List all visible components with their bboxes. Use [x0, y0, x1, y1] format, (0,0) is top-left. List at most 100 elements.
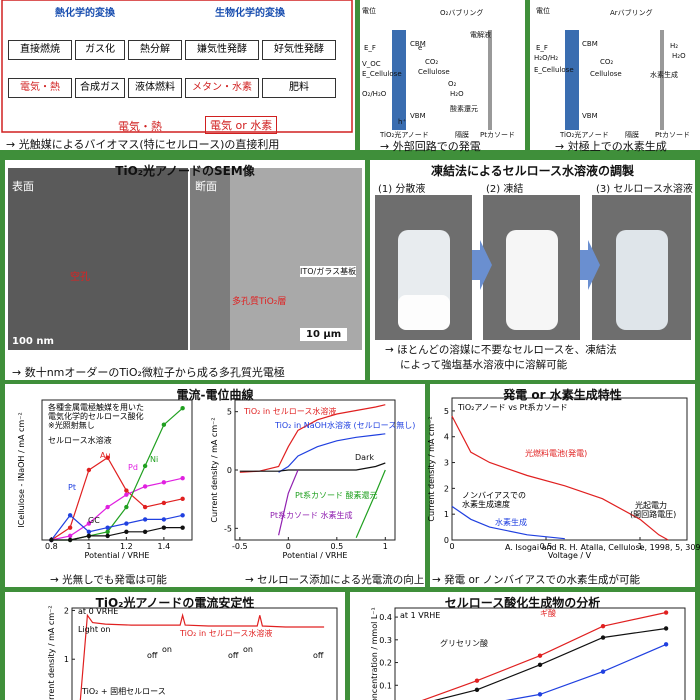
- point: [142, 484, 148, 489]
- diagram-label: E_F: [364, 44, 376, 52]
- x-tick-label: 1: [383, 542, 388, 551]
- section-title: 電流-電位曲線: [176, 388, 254, 402]
- step-label: (3) セルロース水溶液: [596, 184, 693, 195]
- point: [142, 529, 148, 534]
- caption: によって強塩基水溶液中に溶解可能: [400, 359, 568, 371]
- y-tick-label: 0.1: [379, 681, 392, 690]
- point: [600, 669, 606, 674]
- point: [663, 610, 669, 615]
- series-label: Au: [100, 451, 111, 460]
- annotation: off: [313, 651, 324, 660]
- point: [67, 533, 73, 539]
- plot-frame: [41, 399, 193, 541]
- diagram-label: TiO₂光アノード: [560, 131, 609, 139]
- section-title: 発電 or 水素生成特性: [503, 388, 622, 402]
- annotation: TiO₂アノード vs Pt系カソード: [457, 402, 568, 412]
- panel-cell1: [360, 0, 525, 150]
- flow-box: 嫌気性発酵: [185, 40, 259, 60]
- panel-flow: [0, 0, 355, 150]
- flow-box: 直接燃焼: [8, 40, 72, 60]
- diagram-label: 隔膜: [625, 131, 639, 139]
- x-axis-label: Voltage / V: [548, 551, 592, 560]
- y-tick-label: 1: [64, 655, 69, 664]
- annotation: Light on: [78, 625, 110, 634]
- diagram-label: Cellulose: [590, 70, 622, 78]
- diagram-label: Ptカソード: [655, 131, 690, 139]
- point: [105, 533, 110, 539]
- annotation: セルロース水溶液: [48, 435, 112, 445]
- y-tick-label: -5: [224, 524, 232, 533]
- x-axis-label: Potential / VRHE: [85, 551, 150, 560]
- panel-iv: [5, 384, 425, 587]
- image-label: 多孔質TiO₂層: [232, 297, 287, 307]
- series-line: [51, 527, 183, 541]
- series-label: Dark: [355, 453, 374, 462]
- y-tick-label: 0: [444, 536, 449, 545]
- point: [67, 525, 73, 530]
- point: [474, 678, 480, 683]
- flow-box: 液体燃料: [128, 78, 182, 98]
- diagram-label: H₂O: [672, 52, 686, 60]
- flow-result: 電気・熱: [118, 120, 162, 133]
- diagram-label: V_OC: [362, 60, 381, 68]
- diagram-label: E_Cellulose: [362, 70, 402, 78]
- series-label: TiO₂ in セルロース水溶液: [243, 406, 336, 416]
- point: [180, 525, 185, 530]
- flow-result: 電気 or 水素: [205, 116, 278, 134]
- series-label: 水素生成: [495, 517, 527, 527]
- series-label: ギ酸: [540, 608, 556, 618]
- x-tick-label: 1: [637, 542, 642, 551]
- tio2-electrode: [565, 30, 579, 130]
- citation: A. Isogai and R. H. Atalla, Cellulose, 1…: [505, 543, 700, 552]
- point: [537, 692, 543, 697]
- point: [86, 533, 92, 539]
- diagram-label: VBM: [582, 112, 598, 120]
- series-line: [505, 643, 667, 700]
- point: [124, 504, 129, 510]
- diagram-label: 電位: [362, 7, 376, 15]
- caption: → 光無しでも発電は可能: [50, 574, 167, 586]
- diagram-label: h⁺: [398, 118, 407, 126]
- y-tick-label: 2: [444, 484, 449, 493]
- point: [663, 642, 669, 647]
- series-label: TiO₂ in セルロース水溶液: [179, 628, 272, 638]
- series-line: [451, 415, 669, 541]
- diagram-label: O₂バブリング: [440, 9, 484, 17]
- diagram-label: Arバブリング: [610, 9, 653, 17]
- flow-box: 合成ガス: [75, 78, 125, 98]
- series-label: グリセリン酸: [440, 638, 488, 648]
- flow-header: 生物化学的変換: [215, 8, 285, 19]
- diagram-label: 酸素還元: [450, 105, 478, 113]
- point: [105, 455, 110, 460]
- series-line: [278, 433, 386, 473]
- diagram-label: CBM: [582, 40, 598, 48]
- series-line: [50, 514, 183, 541]
- caption: → 光触媒によるバイオマス(特にセルロース)の直接利用: [6, 138, 280, 151]
- sem-porous-layer: [190, 168, 230, 350]
- annotation: off: [147, 651, 158, 660]
- point: [86, 529, 92, 534]
- point: [86, 467, 92, 473]
- y-axis-label: Current density / mA cm⁻²: [47, 605, 56, 700]
- series-line: [278, 469, 299, 536]
- diagram-label: Cellulose: [418, 68, 450, 76]
- series-label: 光燃料電池(発電): [525, 448, 587, 458]
- plot-frame: [71, 607, 338, 700]
- bottle-2: [506, 230, 558, 330]
- annotation: TiO₂ + 固相セルロース: [81, 686, 166, 696]
- annotation: 各種金属電極触媒を用いた: [48, 402, 144, 412]
- annotation: 水素生成速度: [462, 499, 510, 509]
- point: [86, 521, 92, 526]
- diagram-label: e⁻: [418, 44, 427, 52]
- y-axis-label: Current density / mA cm⁻²: [427, 416, 436, 521]
- point: [537, 662, 543, 668]
- point: [537, 653, 543, 658]
- y-tick-label: 0.4: [379, 613, 392, 622]
- panel-cell2: [530, 0, 700, 150]
- point: [600, 623, 606, 629]
- diagram-label: VBM: [410, 112, 426, 120]
- diagram-label: O₂: [448, 80, 457, 88]
- series-line: [239, 462, 386, 472]
- annotation: ノンバイアスでの: [462, 491, 526, 500]
